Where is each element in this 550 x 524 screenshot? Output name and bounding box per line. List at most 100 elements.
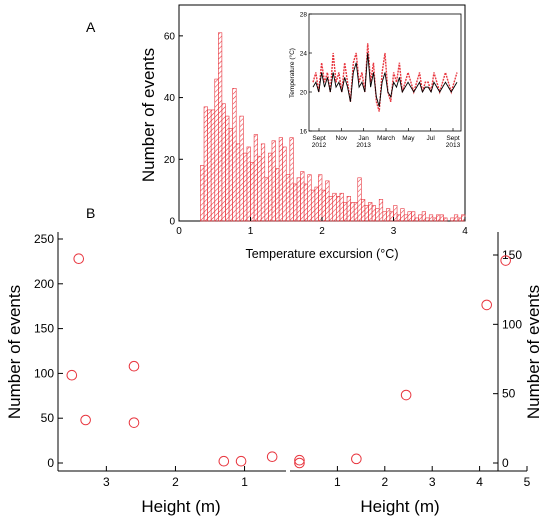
scatter-left-y-tick-label: 50	[41, 411, 55, 425]
scatter-right-x-ticks: 1 2 3 4 5	[334, 466, 531, 489]
histogram-bar	[396, 214, 401, 222]
scatter-left-point	[73, 253, 85, 265]
histogram-bar	[414, 217, 419, 222]
histogram-bar	[382, 211, 387, 222]
inset-y-tick-label: 28	[300, 12, 308, 19]
histogram-bar	[250, 162, 255, 222]
scatter-right-x-tick-label: 2	[381, 475, 388, 489]
histogram-bar	[221, 103, 226, 222]
histogram-bar	[303, 183, 309, 222]
histogram-bars	[200, 32, 466, 222]
histogram-bar	[436, 214, 441, 222]
histogram-bar	[218, 32, 223, 222]
inset-x-tick-label: Jul	[427, 135, 436, 142]
scatter-right-point	[400, 389, 412, 401]
scatter-right-y-tick-label: 50	[502, 387, 516, 401]
scatter-left-x-tick-label: 2	[172, 475, 179, 489]
scatter-right-x-tick-label: 4	[476, 475, 483, 489]
scatter-right-y-tick-label: 150	[502, 248, 522, 262]
histogram-bar	[368, 202, 373, 222]
histogram-bar	[200, 165, 205, 222]
inset-x-tick-label: Sept	[446, 135, 460, 142]
scatter-left-y-axis-label: Number of events	[5, 285, 24, 419]
scatter-right-point	[351, 453, 362, 465]
histogram-bar	[225, 115, 230, 222]
histogram-y-tick-label: 40	[164, 93, 176, 104]
histogram-y-tick-label: 0	[169, 217, 175, 228]
inset-x-tick-year: 2013	[446, 142, 461, 149]
inset-x-tick-label: Nov	[336, 135, 348, 142]
histogram-bar	[300, 171, 305, 222]
scatter-left-point	[128, 360, 140, 372]
histogram-bar	[321, 189, 326, 222]
scatter-right-x-tick-label: 5	[524, 475, 531, 489]
scatter-right-point	[294, 454, 305, 466]
histogram-bar	[293, 183, 298, 222]
scatter-left-y-ticks: 0 50 100 150 200 250	[34, 232, 63, 470]
histogram-x-tick-label: 3	[391, 226, 397, 237]
scatter-right-point	[481, 299, 493, 311]
scatter-left-x-ticks: 3 2 1	[103, 466, 248, 489]
histogram-bar	[289, 137, 294, 222]
inset-x-tick-year: 2013	[356, 142, 371, 149]
histogram-bar	[246, 146, 251, 222]
histogram-bar	[335, 196, 341, 222]
histogram-bar	[239, 115, 244, 222]
histogram-bar	[357, 177, 362, 222]
histogram-bar	[278, 137, 283, 222]
histogram-x-ticks: 0 1 2 3 4	[176, 217, 468, 237]
inset-y-tick-label: 24	[300, 51, 308, 58]
histogram-bar	[393, 205, 398, 222]
scatter-right-point	[294, 457, 305, 469]
inset-line-red	[312, 43, 458, 112]
inset-x-tick-year: 2012	[312, 142, 327, 149]
histogram-bar	[271, 140, 276, 222]
histogram-bar	[371, 205, 376, 222]
scatter-right-points	[294, 255, 511, 469]
histogram-bar	[439, 214, 444, 222]
histogram-bar	[310, 189, 316, 222]
scatter-right-x-axis-label: Height (m)	[360, 497, 439, 516]
histogram-bar	[457, 217, 462, 222]
histogram-bar	[461, 214, 466, 222]
inset-y-tick-label: 20	[300, 90, 308, 97]
histogram-bar	[432, 217, 437, 222]
scatter-left-point	[235, 455, 247, 467]
histogram-bar	[364, 205, 369, 222]
scatter-left-y-tick-label: 150	[34, 322, 54, 336]
histogram-bar	[425, 217, 430, 222]
histogram-bar	[214, 78, 219, 222]
scatter-left-point	[128, 417, 140, 428]
scatter-left-x-tick-label: 3	[103, 475, 110, 489]
histogram-bar	[350, 202, 355, 222]
histogram-bar	[307, 174, 312, 222]
histogram-x-tick-label: 0	[176, 226, 182, 237]
histogram-panel: 0 1 2 3 4 0 20 40 60 Number of events Temperatu…	[139, 4, 468, 261]
histogram-bar	[361, 199, 366, 222]
scatter-left-x-axis-label: Height (m)	[141, 497, 220, 516]
histogram-y-axis-label: Number of events	[139, 48, 158, 182]
histogram-bar	[386, 208, 391, 222]
histogram-bar	[282, 146, 287, 222]
panel-label-a: A	[86, 19, 96, 35]
histogram-bar	[207, 109, 212, 222]
scatter-right-y-axis-label: Number of events	[524, 285, 543, 419]
scatter-left-point	[80, 414, 91, 426]
histogram-bar	[260, 143, 266, 222]
histogram-bar	[314, 186, 319, 222]
inset-x-tick-label: Sept	[312, 135, 326, 142]
histogram-bar	[243, 152, 248, 222]
scatter-left-y-tick-label: 100	[34, 366, 54, 380]
histogram-bar	[296, 177, 301, 222]
histogram-bar	[253, 134, 258, 222]
inset-x-tick-label: Jan	[358, 135, 369, 142]
inset-line-black	[312, 52, 458, 107]
inset-x-tick-label: March	[377, 135, 395, 142]
scatter-right-x-tick-label: 1	[334, 475, 341, 489]
histogram-bar	[443, 217, 448, 222]
panel-label-b: B	[86, 205, 95, 221]
inset-y-tick-label: 16	[300, 129, 308, 136]
